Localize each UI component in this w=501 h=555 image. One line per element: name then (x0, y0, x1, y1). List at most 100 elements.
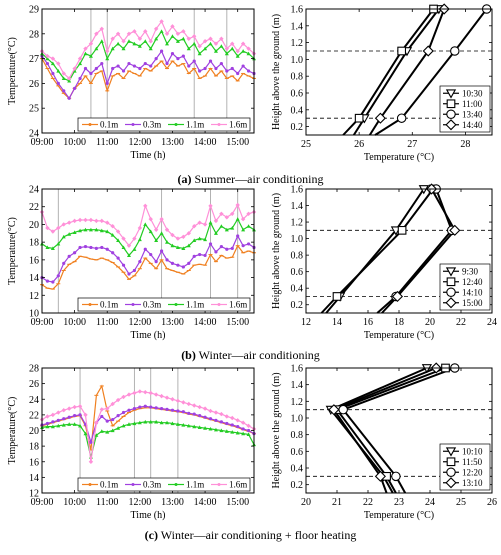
a-time-legend-marker-1.1m (174, 123, 178, 126)
b-time-point-0.3m-28 (192, 254, 196, 258)
b-profile-series-1500-line (381, 188, 457, 314)
b-profile-legend-marker-1240 (446, 277, 456, 287)
a-time-point-1.6m-13 (110, 36, 115, 41)
b-time-point-0.3m-9 (89, 245, 93, 250)
c-time-ytick-label-4: 20 (29, 426, 39, 437)
caption-b-text: Winter—air conditioning (195, 348, 320, 362)
c-time-point-0.3m-13 (111, 417, 115, 422)
b-time-point-1.1m-28 (192, 238, 197, 242)
c-time-ytick-label-2: 16 (29, 457, 39, 468)
c-time-legend-marker-1.6m (217, 483, 221, 486)
b-time-point-0.3m-27 (187, 261, 191, 265)
c-time-point-1.1m-14 (116, 426, 121, 430)
c-time-point-0.3m-5 (67, 415, 71, 419)
a-profile-legend-label-1100: 11:00 (462, 99, 483, 109)
b-time-point-1.6m-9 (88, 217, 94, 223)
a-time-point-1.6m-37 (240, 41, 246, 46)
c-time-point-1.1m-24 (170, 421, 175, 426)
b-profile-xtick-label-1: 14 (332, 317, 342, 328)
b-time-ytick-label-2: 14 (29, 273, 39, 284)
a-time-legend-box (77, 117, 251, 132)
c-time-point-1.6m-24 (170, 397, 175, 402)
a-time-ylabel: Temperature(°C) (7, 37, 18, 105)
a-time-legend-label-0.1m: 0.1m (100, 120, 118, 130)
c-profile-chart: 0.2 0.4 0.6 0.8 1.0 1.2 1.4 1.6 20 21 22 23 24 25 26 Te… (271, 362, 497, 521)
a-time-point-0.3m-36 (236, 71, 240, 76)
b-time-point-1.6m-1 (45, 225, 50, 231)
c-time-xtick-label-4: 13:00 (161, 497, 184, 508)
c-time-point-1.6m-11 (99, 407, 104, 412)
a-time-point-1.1m-37 (241, 49, 246, 53)
b-time-point-1.1m-1 (45, 245, 50, 250)
c-profile-xtick-label-1: 21 (332, 497, 342, 508)
a-time-point-1.1m-12 (105, 56, 110, 61)
a-profile-ytick-label-5: 1.2 (291, 38, 304, 49)
a-time-legend: 0.1m 0.3m 1.1m 1.6m (77, 117, 251, 132)
a-time-point-1.1m-36 (235, 54, 240, 58)
a-time-ytick-label-0: 24 (29, 129, 39, 140)
b-time-ytick-label-1: 12 (29, 291, 39, 302)
c-profile-ytick-label-0: 0.2 (291, 480, 304, 491)
caption-c-letter: (c) (144, 528, 158, 542)
c-time-series-0.1m-line (41, 384, 255, 451)
c-profile-legend-marker-1150 (446, 457, 456, 467)
c-time-xtick-label-0: 09:00 (31, 497, 54, 508)
a-time-point-1.6m-29 (197, 44, 202, 49)
c-time-point-1.6m-33 (219, 411, 224, 417)
a-time-xtick-label-2: 11:00 (96, 137, 118, 148)
a-time-point-1.1m-4 (61, 76, 66, 81)
b-time-point-1.1m-26 (181, 246, 186, 250)
b-profile-xtick-label-5: 22 (456, 317, 466, 328)
c-profile-ytick-label-7: 1.6 (291, 364, 304, 375)
c-profile-legend-marker-1220 (446, 467, 456, 477)
b-time-point-0.3m-26 (181, 265, 185, 269)
c-time-point-1.6m-15 (121, 394, 126, 400)
c-time-ytick-label-0: 12 (29, 489, 39, 500)
b-time-point-1.6m-24 (170, 232, 175, 238)
b-time-point-1.6m-29 (197, 220, 202, 225)
a-time-point-1.1m-16 (126, 39, 131, 43)
a-time-chart: 24 25 26 27 28 29 09:00 10:00 11:00 12:00 13:00 14:… (7, 5, 257, 161)
a-time-point-1.1m-38 (246, 51, 251, 56)
b-time-ytick-label-0: 10 (29, 309, 39, 320)
a-time-legend-marker-0.3m (131, 123, 135, 126)
b-time-series-1.6m-line (41, 203, 255, 247)
a-time-point-1.6m-11 (99, 26, 104, 32)
b-time-legend-marker-0.3m (131, 303, 135, 306)
c-time-chart: 12 14 16 18 20 22 24 26 28 09:00 10:00 11:00 12:00 13… (7, 364, 257, 521)
caption-b-letter: (b) (181, 348, 196, 362)
c-time-point-1.1m-26 (181, 423, 186, 427)
a-time-point-1.1m-5 (67, 78, 72, 83)
a-time-point-0.3m-2 (51, 71, 55, 76)
a-time-point-1.6m-27 (186, 36, 191, 41)
c-time-point-0.3m-17 (132, 407, 137, 411)
b-time-point-1.6m-2 (50, 229, 56, 234)
a-time-point-0.3m-34 (225, 69, 229, 73)
b-time-point-0.3m-1 (45, 279, 50, 283)
a-time-point-1.6m-2 (50, 56, 56, 61)
b-time-ytick-label-6: 22 (29, 202, 39, 213)
b-profile-ytick-label-0: 0.2 (291, 300, 304, 311)
a-time-point-1.6m-30 (202, 39, 208, 44)
b-time-point-0.3m-31 (208, 242, 213, 246)
a-time-point-1.6m-7 (77, 56, 83, 61)
b-time-point-1.1m-10 (94, 227, 99, 232)
a-profile-ytick-label-1: 0.4 (291, 105, 304, 116)
c-time-point-1.6m-26 (181, 400, 186, 405)
b-time-point-1.6m-32 (213, 218, 219, 224)
c-time-point-1.1m-4 (61, 423, 66, 427)
b-time-point-1.6m-22 (159, 216, 164, 222)
b-time-point-0.3m-3 (56, 274, 60, 278)
a-time-point-1.1m-17 (132, 41, 137, 46)
a-profile-ytick-label-6: 1.4 (291, 21, 304, 32)
b-profile-ytick-label-5: 1.2 (291, 218, 304, 229)
b-time-legend-marker-0.1m (88, 303, 92, 306)
a-time-point-0.3m-5 (67, 96, 71, 100)
b-time-point-1.6m-11 (99, 218, 104, 224)
c-time-point-0.3m-14 (116, 414, 120, 418)
c-time-point-1.6m-22 (159, 393, 164, 399)
c-time-point-1.6m-1 (45, 414, 50, 419)
a-time-point-1.1m-31 (208, 41, 213, 46)
c-time-point-1.6m-35 (230, 415, 235, 421)
b-time-point-1.1m-17 (132, 247, 137, 251)
